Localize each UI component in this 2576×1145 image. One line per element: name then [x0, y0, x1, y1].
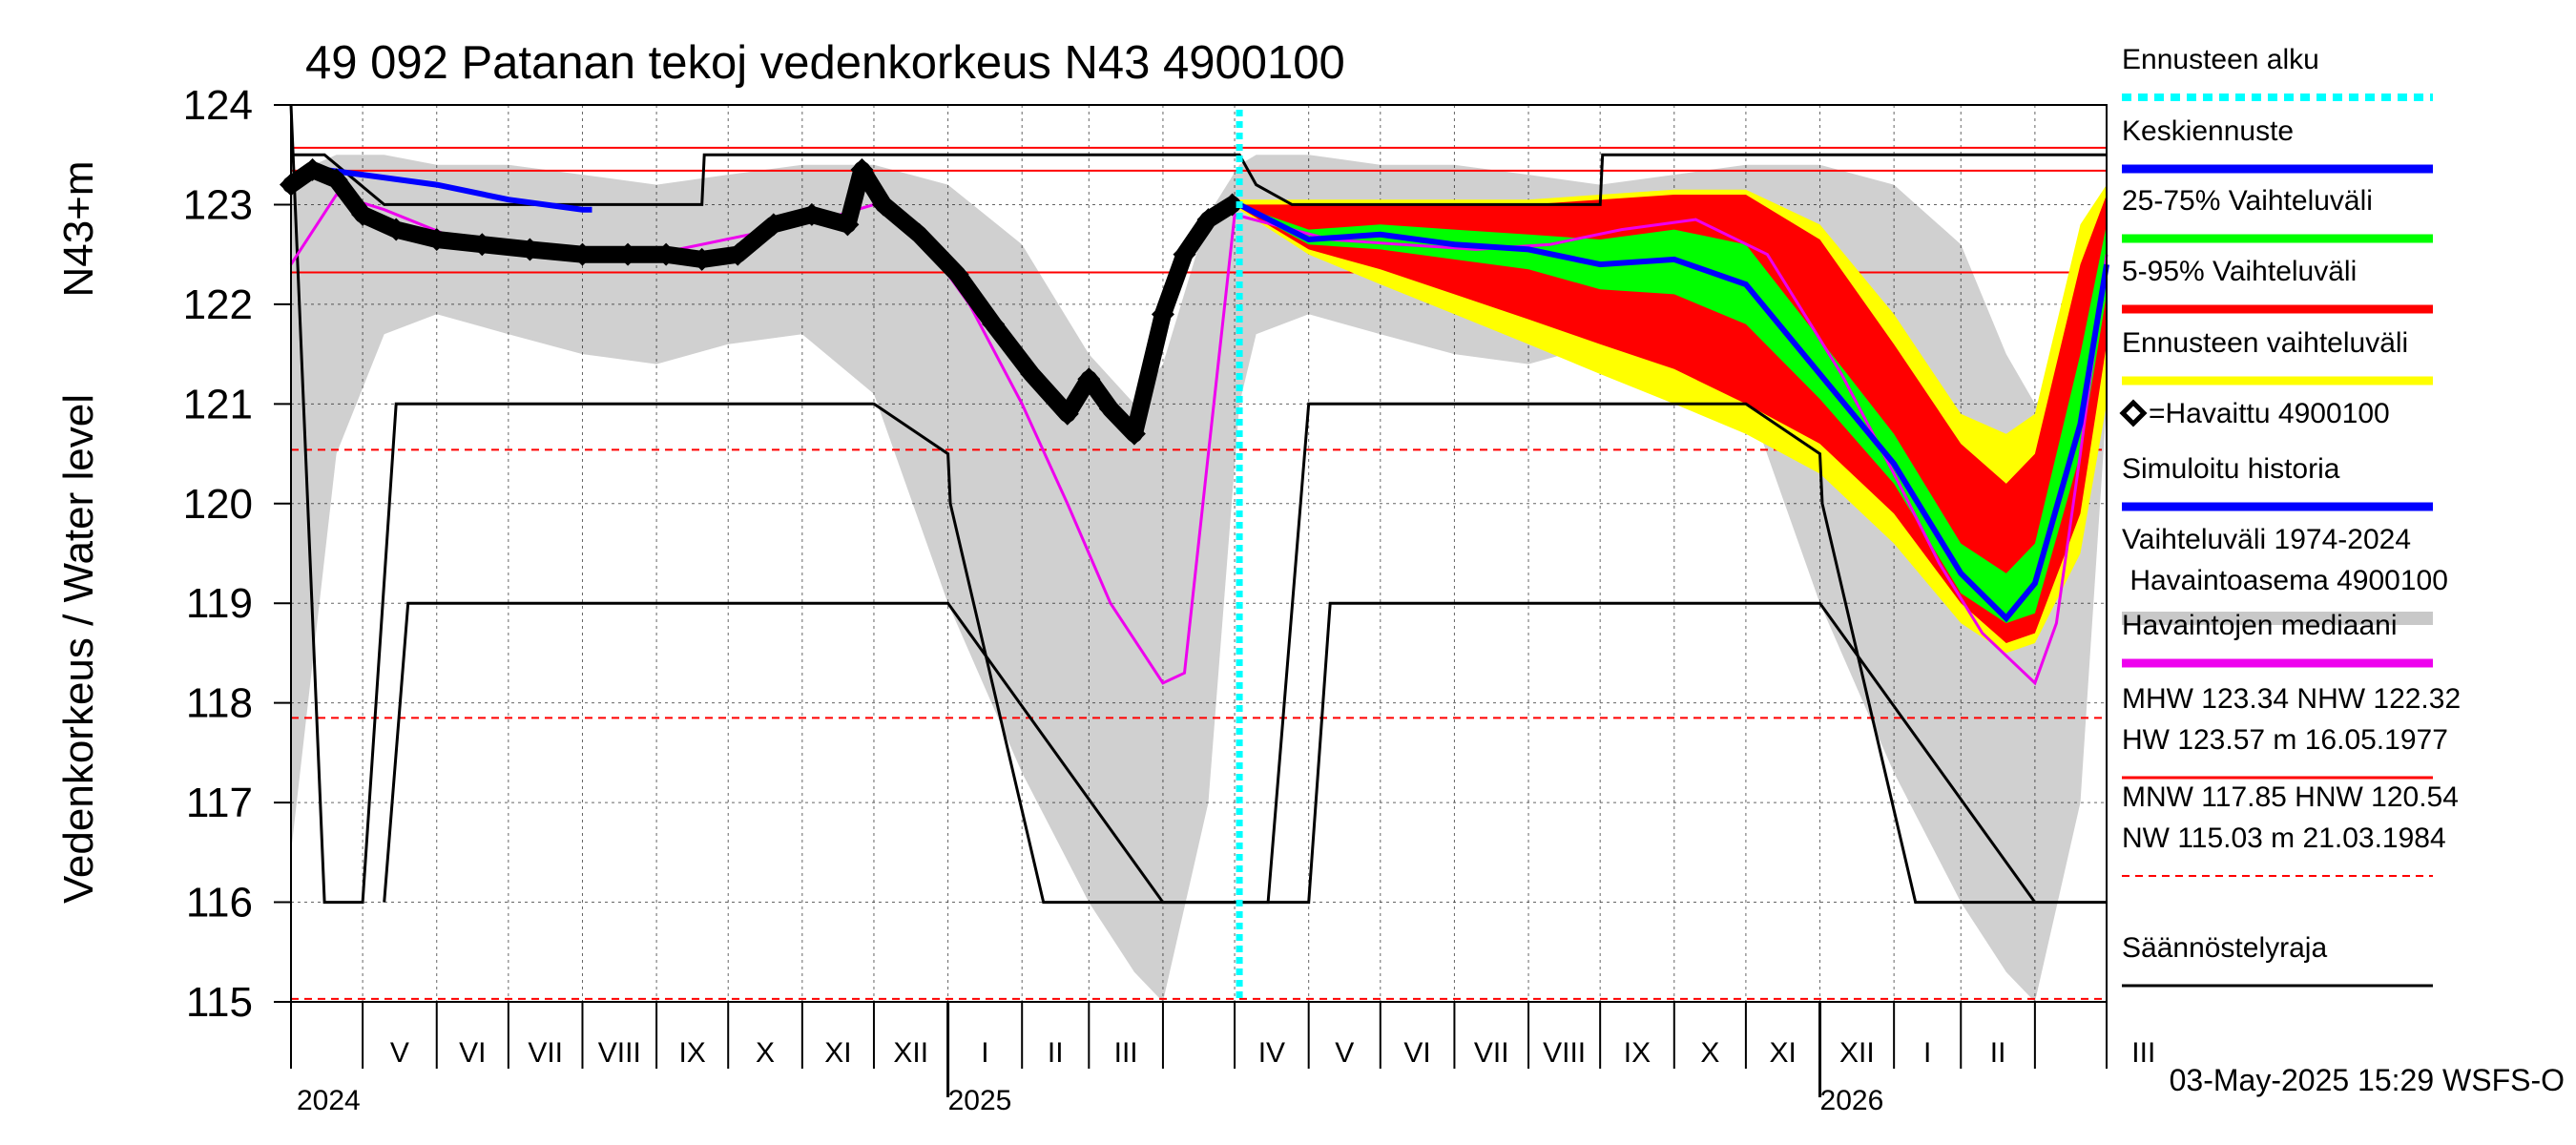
month-label: IX [1624, 1037, 1651, 1069]
y-axis-unit: N43+m [55, 160, 102, 297]
month-label: V [1335, 1037, 1354, 1069]
observed-point [384, 218, 408, 241]
axes: V VI VII VIII IX X XI XII I II III IV V VI VII VIII IX X X… [183, 82, 2156, 1116]
regulation-upper-line [291, 153, 2107, 206]
observed-point [1055, 402, 1079, 426]
legend-label: 25-75% Vaihteluväli [2122, 185, 2373, 217]
y-axis-label: Vedenkorkeus / Water level [55, 394, 102, 904]
month-label: III [1114, 1037, 1138, 1069]
y-tick-label: 122 [183, 281, 253, 328]
month-label: VII [1474, 1037, 1509, 1069]
legend-label: Säännöstelyraja [2122, 932, 2327, 964]
month-label: X [1700, 1037, 1719, 1069]
month-label: XII [893, 1037, 928, 1069]
observed-point [1220, 193, 1244, 217]
month-label: IV [1258, 1037, 1285, 1069]
month-label: X [756, 1037, 775, 1069]
observed-point [470, 233, 494, 257]
observed-point [571, 242, 594, 266]
legend-label: 5-95% Vaihteluväli [2122, 256, 2357, 287]
legend-label: HW 123.57 m 16.05.1977 [2122, 724, 2448, 756]
observed-point [425, 228, 448, 251]
observed-point [1196, 208, 1220, 232]
observed-point [850, 157, 874, 181]
mean-forecast-line [1237, 201, 2109, 623]
observed-point [1151, 302, 1174, 326]
legend-label: MNW 117.85 HNW 120.54 [2122, 781, 2459, 813]
month-label: XI [824, 1037, 851, 1069]
legend-label: Simuloitu historia [2122, 453, 2340, 485]
forecast-range-band [1239, 184, 2107, 654]
observed-point [945, 262, 969, 286]
legend-label: Havaintoasema 4900100 [2122, 565, 2448, 596]
month-label: II [1048, 1037, 1064, 1069]
observed-point [871, 193, 895, 217]
legend-label: =Havaittu 4900100 [2149, 398, 2390, 429]
forecast-25-75-band [1239, 205, 2107, 624]
legend-label: MHW 123.34 NHW 122.32 [2122, 683, 2461, 715]
regulation-lower-low-line [383, 601, 2037, 905]
observed-point [726, 242, 750, 266]
y-tick-label: 121 [183, 381, 253, 427]
observed-point [907, 222, 931, 246]
observed-point [301, 157, 324, 181]
y-tick-label: 123 [183, 181, 253, 228]
observed-point [1098, 397, 1122, 421]
observed-point [1173, 242, 1196, 266]
historical-range-area [291, 155, 2107, 1002]
observed-point [1020, 363, 1044, 385]
observed-point [800, 202, 823, 226]
legend-marker [2119, 399, 2148, 427]
legend-label: NW 115.03 m 21.03.1984 [2122, 822, 2446, 854]
chart-title: 49 092 Patanan tekoj vedenkorkeus N43 49… [305, 37, 1345, 89]
month-label: V [390, 1037, 409, 1069]
observed-point [1077, 367, 1101, 391]
y-tick-label: 120 [183, 481, 253, 528]
legend-label: Vaihteluväli 1974-2024 [2122, 524, 2411, 555]
observed-point [982, 312, 1006, 336]
observed-point [761, 213, 785, 237]
month-label: VII [528, 1037, 563, 1069]
historical-range-band [291, 155, 2107, 1002]
month-label: VI [1403, 1037, 1430, 1069]
legend-label: Ennusteen vaihteluväli [2122, 327, 2408, 359]
month-label: XI [1770, 1037, 1797, 1069]
y-tick-label: 115 [186, 979, 253, 1026]
legend-label: Keskiennuste [2122, 115, 2294, 147]
month-label: II [1990, 1037, 2006, 1069]
observed-point [690, 247, 714, 271]
month-label: VIII [598, 1037, 641, 1069]
observed-point [351, 202, 375, 226]
y-tick-label: 119 [186, 580, 253, 627]
y-tick-label: 124 [183, 82, 253, 129]
year-label: 2024 [297, 1085, 361, 1116]
y-tick-label: 116 [186, 880, 253, 926]
legend-label: Ennusteen alku [2122, 44, 2319, 75]
legend: Ennusteen alku Keskiennuste 25-75% Vaihtel… [2119, 44, 2461, 988]
month-label: VIII [1543, 1037, 1586, 1069]
year-label: 2026 [1820, 1085, 1884, 1116]
y-tick-label: 117 [186, 780, 253, 826]
series-lines [280, 110, 2109, 1002]
month-label: IX [678, 1037, 705, 1069]
year-label: 2025 [948, 1085, 1012, 1116]
observed-point [654, 242, 678, 266]
month-label: I [981, 1037, 988, 1069]
observed-point [1122, 422, 1146, 446]
observed-point [518, 238, 542, 261]
month-label: XII [1839, 1037, 1875, 1069]
observed-point [324, 168, 348, 192]
month-label: VI [459, 1037, 486, 1069]
footer-timestamp: 03-May-2025 15:29 WSFS-O [2170, 1063, 2565, 1097]
month-label: III [2131, 1037, 2155, 1069]
observed-point [616, 242, 640, 266]
y-tick-label: 118 [186, 680, 253, 727]
legend-label: Havaintojen mediaani [2122, 610, 2398, 641]
observed-point [836, 213, 860, 237]
month-label: I [1923, 1037, 1931, 1069]
